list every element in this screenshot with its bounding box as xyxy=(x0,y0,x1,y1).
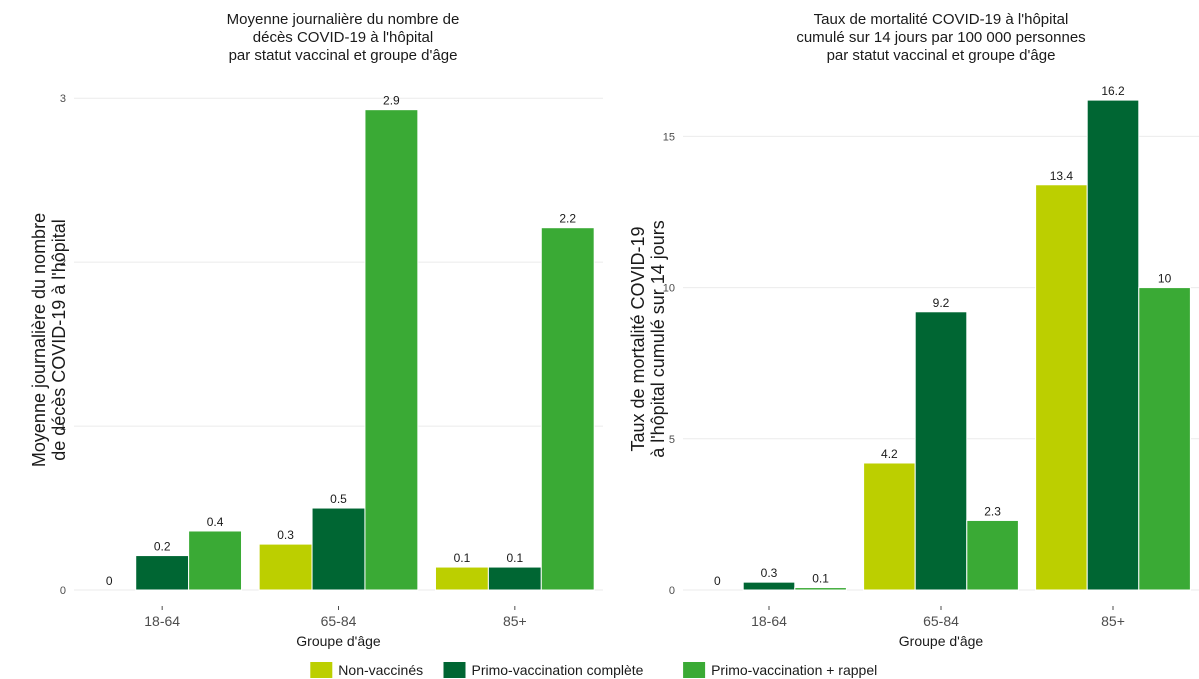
bar-value-label: 16.2 xyxy=(1101,84,1125,98)
bar-value-label: 2.3 xyxy=(984,504,1001,518)
chart-title-line: par statut vaccinal et groupe d'âge xyxy=(229,47,458,64)
x-axis-title: Groupe d'âge xyxy=(296,633,381,649)
y-tick-label: 1 xyxy=(60,421,66,433)
bar-value-label: 0 xyxy=(714,574,721,588)
x-category-label: 18-64 xyxy=(751,613,787,629)
bar-value-label: 0.4 xyxy=(207,515,224,529)
y-tick-label: 15 xyxy=(663,131,675,143)
legend-swatch-non-vaccin-s xyxy=(310,662,333,678)
y-axis-title-line: Taux de mortalité COVID-19 xyxy=(628,226,648,451)
legend-swatch-primo-vaccination-rappel xyxy=(683,662,706,678)
x-category-label: 65-84 xyxy=(321,613,357,629)
bar-primo-vaccination-rappel xyxy=(794,587,847,591)
y-tick-label: 3 xyxy=(60,93,66,105)
chart-title-line: Moyenne journalière du nombre de xyxy=(227,11,460,28)
bar-value-label: 0.1 xyxy=(454,551,471,565)
legend-label: Primo-vaccination complète xyxy=(472,662,644,678)
bar-value-label: 13.4 xyxy=(1050,169,1074,183)
bar-primo-vaccination-compl-te xyxy=(914,311,968,591)
bar-value-label: 2.2 xyxy=(559,212,576,226)
bar-value-label: 0.5 xyxy=(330,492,347,506)
bar-value-label: 0 xyxy=(106,574,113,588)
bar-non-vaccin-s xyxy=(863,462,916,591)
bar-value-label: 0.2 xyxy=(154,540,171,554)
bar-non-vaccin-s xyxy=(258,543,313,591)
legend-label: Non-vaccinés xyxy=(338,662,423,678)
bar-value-label: 10 xyxy=(1158,272,1172,286)
y-axis-title-line: de décès COVID-19 à l'hôpital xyxy=(49,219,69,461)
bar-primo-vaccination-compl-te xyxy=(311,507,366,591)
bar-value-label: 0.3 xyxy=(761,566,778,580)
bar-value-label: 0.1 xyxy=(506,551,523,565)
legend-label: Primo-vaccination + rappel xyxy=(711,662,877,678)
bar-primo-vaccination-compl-te xyxy=(487,566,542,591)
bar-primo-vaccination-rappel xyxy=(364,109,419,591)
x-axis-title: Groupe d'âge xyxy=(899,633,984,649)
y-tick-label: 5 xyxy=(669,434,675,446)
bar-primo-vaccination-compl-te xyxy=(135,555,190,591)
chart-title-line: cumulé sur 14 jours par 100 000 personne… xyxy=(796,29,1085,46)
chart-title-line: Taux de mortalité COVID-19 à l'hôpital xyxy=(814,11,1069,28)
bar-primo-vaccination-compl-te xyxy=(1086,99,1140,591)
x-category-label: 85+ xyxy=(1101,613,1125,629)
y-tick-label: 0 xyxy=(669,585,675,597)
bar-primo-vaccination-rappel xyxy=(540,227,595,591)
bar-primo-vaccination-rappel xyxy=(188,530,243,591)
y-tick-label: 2 xyxy=(60,257,66,269)
bar-value-label: 0.1 xyxy=(812,572,829,586)
x-category-label: 85+ xyxy=(503,613,527,629)
bar-value-label: 4.2 xyxy=(881,447,898,461)
y-axis-title-line: à l'hôpital cumulé sur 14 jours xyxy=(648,220,668,458)
x-category-label: 18-64 xyxy=(144,613,180,629)
x-category-label: 65-84 xyxy=(923,613,959,629)
bar-primo-vaccination-rappel xyxy=(966,519,1019,591)
bar-non-vaccin-s xyxy=(434,566,489,591)
chart-title-line: par statut vaccinal et groupe d'âge xyxy=(827,47,1056,64)
bar-primo-vaccination-rappel xyxy=(1138,287,1191,591)
y-axis-title-line: Moyenne journalière du nombre xyxy=(29,213,49,467)
bar-primo-vaccination-compl-te xyxy=(742,581,796,591)
y-tick-label: 10 xyxy=(663,283,675,295)
legend-swatch-primo-vaccination-compl-te xyxy=(443,662,466,678)
bar-non-vaccin-s xyxy=(1035,184,1088,591)
chart-title-line: décès COVID-19 à l'hôpital xyxy=(253,29,433,46)
y-tick-label: 0 xyxy=(60,585,66,597)
bar-value-label: 9.2 xyxy=(933,296,950,310)
bar-value-label: 2.9 xyxy=(383,94,400,108)
bar-value-label: 0.3 xyxy=(277,528,294,542)
